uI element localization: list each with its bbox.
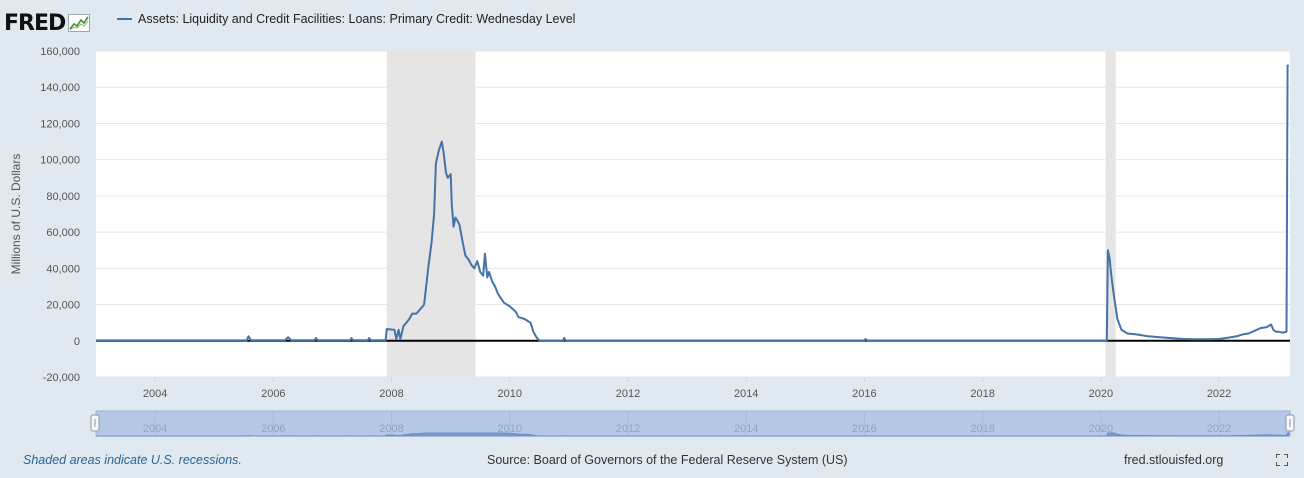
navigator-label: 2004 <box>143 423 167 435</box>
x-tick-label: 2006 <box>261 388 285 400</box>
source-note: Source: Board of Governors of the Federa… <box>487 453 848 467</box>
navigator-area <box>96 432 1290 437</box>
y-tick-label: 60,000 <box>46 227 80 239</box>
y-tick-label: 20,000 <box>46 300 80 312</box>
recession-band-1 <box>1105 51 1116 377</box>
recession-bands <box>386 51 1116 377</box>
series-line[interactable] <box>96 64 1289 342</box>
y-tick-label: 0 <box>74 336 80 348</box>
legend-label: Assets: Liquidity and Credit Facilities:… <box>138 12 576 26</box>
plot-background <box>96 51 1290 377</box>
x-tick-label: 2014 <box>734 388 758 400</box>
gridlines <box>96 50 1290 378</box>
navigator-label: 2010 <box>498 423 522 435</box>
y-axis-ticks: -20,000 0 20,000 40,000 60,000 80,000 100,000 1… <box>40 46 80 384</box>
x-axis-ticks: 2004 2006 2008 2010 2012 2014 2016 2018 2020 2022 <box>143 377 1231 400</box>
fred-logo-graph-icon <box>68 14 91 32</box>
x-tick-label: 2012 <box>616 388 640 400</box>
navigator-labels: 2004 2006 2008 2010 2012 2014 2016 2018 2020 2022 <box>143 411 1231 436</box>
recession-band-0 <box>386 51 476 377</box>
x-tick-label: 2022 <box>1207 388 1231 400</box>
x-tick-label: 2016 <box>852 388 876 400</box>
fullscreen-icon[interactable] <box>1276 454 1288 466</box>
y-tick-label: 40,000 <box>46 263 80 275</box>
navigator-label: 2006 <box>261 423 285 435</box>
navigator-label: 2022 <box>1207 423 1231 435</box>
y-tick-label: 100,000 <box>40 155 80 167</box>
chart-header: FRED Assets: Liquidity and Credit Facili… <box>0 0 1304 44</box>
site-link[interactable]: fred.stlouisfed.org <box>1124 453 1224 467</box>
navigator-label: 2014 <box>734 423 758 435</box>
x-tick-label: 2008 <box>379 388 403 400</box>
navigator-label: 2020 <box>1089 423 1113 435</box>
y-tick-label: 160,000 <box>40 46 80 58</box>
y-tick-label: -20,000 <box>43 372 80 384</box>
y-tick-label: 80,000 <box>46 191 80 203</box>
navigator-label: 2012 <box>616 423 640 435</box>
y-axis-label: Millions of U.S. Dollars <box>9 154 23 275</box>
recession-note: Shaded areas indicate U.S. recessions. <box>23 453 242 467</box>
navigator-label: 2018 <box>970 423 994 435</box>
navigator-label: 2008 <box>379 423 403 435</box>
legend-swatch <box>117 18 132 20</box>
y-tick-label: 140,000 <box>40 82 80 94</box>
logo-text: FRED <box>4 10 66 36</box>
navigator-label: 2016 <box>852 423 876 435</box>
y-tick-label: 120,000 <box>40 118 80 130</box>
x-tick-label: 2018 <box>970 388 994 400</box>
x-tick-label: 2020 <box>1089 388 1113 400</box>
fred-logo[interactable]: FRED <box>4 8 91 38</box>
x-tick-label: 2004 <box>143 388 167 400</box>
navigator[interactable]: 2004 2006 2008 2010 2012 2014 2016 2018 2020 2022 <box>90 410 1295 437</box>
x-tick-label: 2010 <box>498 388 522 400</box>
chart-legend[interactable]: Assets: Liquidity and Credit Facilities:… <box>117 12 575 26</box>
